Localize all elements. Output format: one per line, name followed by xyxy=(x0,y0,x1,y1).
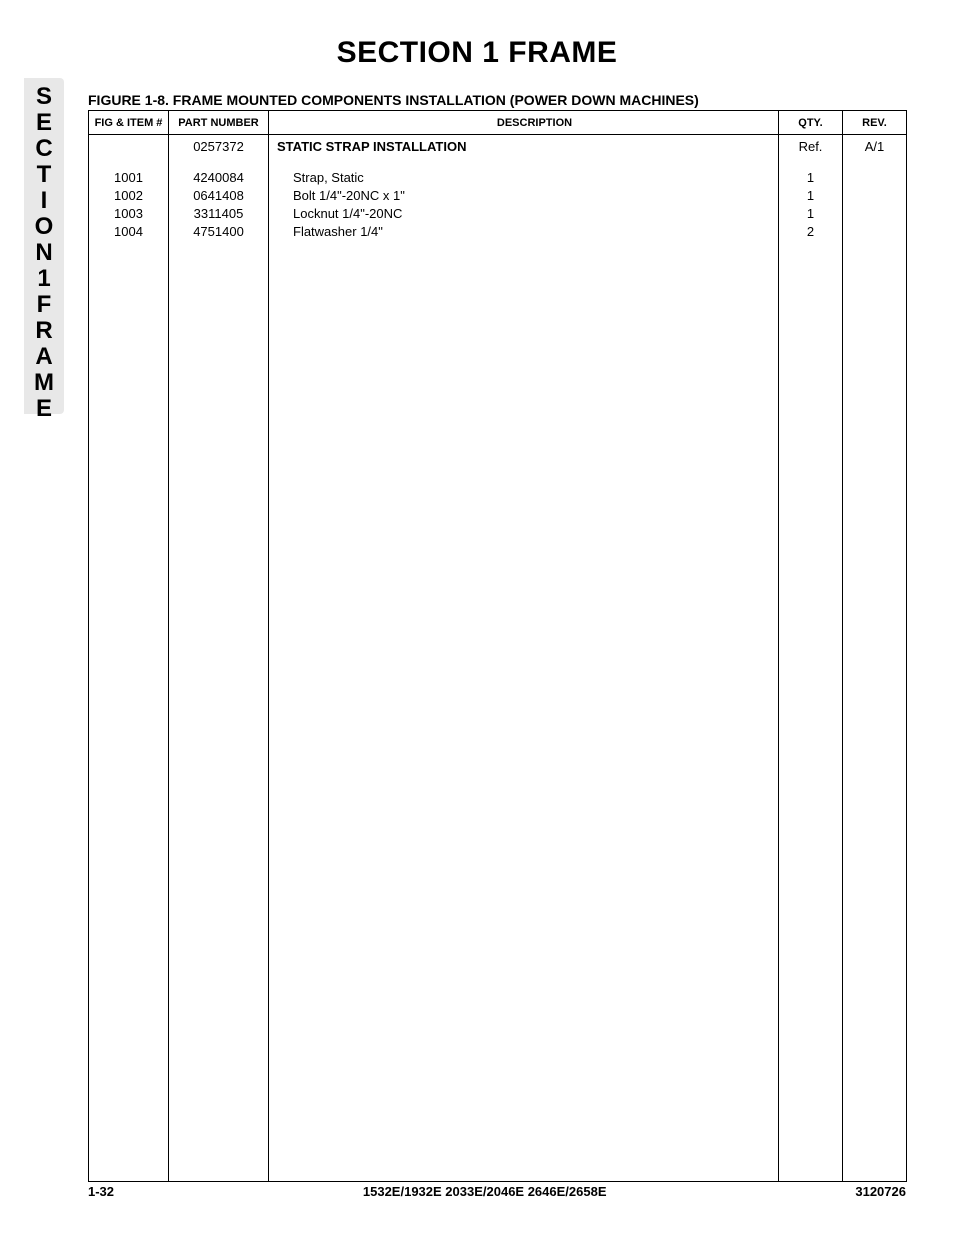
cell-part: 4751400 xyxy=(169,223,269,241)
col-header-fig: FIG & ITEM # xyxy=(89,111,169,135)
cell-desc: Strap, Static xyxy=(269,169,779,187)
section-side-tab: SECTION1FRAME xyxy=(24,78,64,414)
footer-page-number: 1-32 xyxy=(88,1184,114,1199)
cell-fig: 1001 xyxy=(89,169,169,187)
cell-part: 3311405 xyxy=(169,205,269,223)
cell-filler xyxy=(843,241,907,1181)
cell-part: 0641408 xyxy=(169,187,269,205)
cell-blank xyxy=(779,155,843,169)
cell-qty: 2 xyxy=(779,223,843,241)
side-tab-letter: S xyxy=(36,84,52,110)
side-tab-letter: F xyxy=(37,292,52,318)
cell-desc: Locknut 1/4"-20NC xyxy=(269,205,779,223)
footer-model-list: 1532E/1932E 2033E/2046E 2646E/2658E xyxy=(363,1184,607,1199)
cell-part: 4240084 xyxy=(169,169,269,187)
cell-fig: 1002 xyxy=(89,187,169,205)
cell-rev: A/1 xyxy=(843,135,907,156)
footer-doc-number: 3120726 xyxy=(855,1184,906,1199)
table-filler-row xyxy=(89,241,907,1181)
side-tab-letter: E xyxy=(36,396,52,422)
cell-desc: STATIC STRAP INSTALLATION xyxy=(269,135,779,156)
cell-blank xyxy=(89,155,169,169)
side-tab-letter: N xyxy=(35,240,52,266)
col-header-desc: DESCRIPTION xyxy=(269,111,779,135)
cell-rev xyxy=(843,223,907,241)
table-assembly-row: 0257372STATIC STRAP INSTALLATIONRef.A/1 xyxy=(89,135,907,156)
cell-desc: Bolt 1/4"-20NC x 1" xyxy=(269,187,779,205)
table-header-row: FIG & ITEM # PART NUMBER DESCRIPTION QTY… xyxy=(89,111,907,135)
cell-filler xyxy=(89,241,169,1181)
cell-qty: 1 xyxy=(779,169,843,187)
cell-rev xyxy=(843,187,907,205)
cell-fig: 1004 xyxy=(89,223,169,241)
side-tab-letter: A xyxy=(35,344,52,370)
col-header-part: PART NUMBER xyxy=(169,111,269,135)
cell-qty: Ref. xyxy=(779,135,843,156)
table-row: 10033311405Locknut 1/4"-20NC1 xyxy=(89,205,907,223)
section-title: SECTION 1 FRAME xyxy=(0,0,954,70)
side-tab-letter: 1 xyxy=(37,266,50,292)
cell-blank xyxy=(269,155,779,169)
side-tab-letter: C xyxy=(35,136,52,162)
col-header-rev: REV. xyxy=(843,111,907,135)
cell-qty: 1 xyxy=(779,187,843,205)
cell-fig: 1003 xyxy=(89,205,169,223)
side-tab-letter: T xyxy=(37,162,52,188)
cell-rev xyxy=(843,169,907,187)
cell-fig xyxy=(89,135,169,156)
parts-table: FIG & ITEM # PART NUMBER DESCRIPTION QTY… xyxy=(88,110,907,1182)
table-row: 10044751400Flatwasher 1/4"2 xyxy=(89,223,907,241)
cell-qty: 1 xyxy=(779,205,843,223)
figure-caption: FIGURE 1-8. FRAME MOUNTED COMPONENTS INS… xyxy=(88,92,954,108)
cell-filler xyxy=(779,241,843,1181)
cell-filler xyxy=(269,241,779,1181)
side-tab-letter: M xyxy=(34,370,54,396)
side-tab-letter: R xyxy=(35,318,52,344)
table-row: 10014240084Strap, Static1 xyxy=(89,169,907,187)
cell-part: 0257372 xyxy=(169,135,269,156)
cell-rev xyxy=(843,205,907,223)
table-row: 10020641408Bolt 1/4"-20NC x 1"1 xyxy=(89,187,907,205)
cell-filler xyxy=(169,241,269,1181)
side-tab-letter: O xyxy=(35,214,54,240)
side-tab-letter: E xyxy=(36,110,52,136)
cell-desc: Flatwasher 1/4" xyxy=(269,223,779,241)
table-blank-row xyxy=(89,155,907,169)
side-tab-letter: I xyxy=(41,188,48,214)
col-header-qty: QTY. xyxy=(779,111,843,135)
cell-blank xyxy=(169,155,269,169)
page-footer: 1-32 1532E/1932E 2033E/2046E 2646E/2658E… xyxy=(88,1184,906,1199)
cell-blank xyxy=(843,155,907,169)
